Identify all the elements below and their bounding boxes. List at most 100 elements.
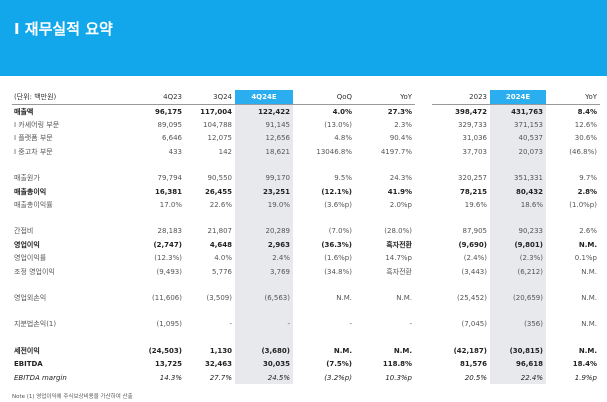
- data-row: 지분법손익(1) (1,095) - - - - (7,045) (356) N.M.: [12, 317, 600, 332]
- value-cell: (9,690): [458, 240, 487, 249]
- spacer-cell: [293, 278, 355, 291]
- spacer-cell: [185, 278, 235, 291]
- value-cell: 16,381: [154, 187, 182, 196]
- spacer-cell: [185, 159, 235, 172]
- row-label: 영업이익: [14, 240, 40, 249]
- value-cell: 2.6%: [579, 227, 597, 236]
- value-cell: 4.0%: [214, 254, 232, 263]
- value-cell: 20,073: [490, 145, 546, 159]
- spacer-cell: [546, 331, 600, 344]
- value-cell: 14.3%: [159, 373, 182, 382]
- data-row: 매출총이익률 17.0% 22.6% 19.0% (3.6%p) 2.0%p 19.6% 18…: [12, 198, 600, 212]
- row-label: 매출원가: [14, 174, 40, 183]
- spacer-cell: [235, 278, 293, 292]
- value-cell: 433: [168, 147, 182, 156]
- value-cell: 12.6%: [574, 121, 597, 130]
- value-cell: N.M.: [581, 267, 597, 276]
- value-cell: 142: [218, 147, 232, 156]
- spacer-cell: [132, 278, 185, 291]
- value-cell: 89,095: [157, 121, 183, 130]
- column-gap: [415, 212, 432, 225]
- spacer-cell: [12, 278, 132, 291]
- spacer-cell: [185, 212, 235, 225]
- value-cell: 81,576: [459, 360, 487, 369]
- value-cell: 118.8%: [382, 360, 412, 369]
- value-cell: 흑자전환: [386, 240, 412, 249]
- spacer-cell: [12, 331, 132, 344]
- column-gap: [415, 238, 432, 251]
- value-cell: (7,045): [461, 320, 487, 329]
- page-title: I 재무실적 요약: [14, 20, 113, 38]
- column-gap: [415, 105, 432, 119]
- value-cell: 40,537: [490, 131, 546, 146]
- column-gap: [415, 305, 432, 318]
- value-cell: 320,257: [458, 174, 487, 183]
- data-row: I 카셰어링 부문 89,095 104,788 91,145 (13.0%) 2.3% 3…: [12, 118, 600, 132]
- value-cell: (2.4%): [463, 254, 487, 263]
- value-cell: 99,170: [235, 171, 293, 185]
- column-gap: [415, 371, 432, 384]
- data-row: 조정 영업이익 (9,493) 5,776 3,769 (34.8%) 흑자전환 (3,44…: [12, 264, 600, 279]
- spacer-cell: [132, 212, 185, 225]
- spacer-cell: [546, 212, 600, 225]
- spacer-cell: [355, 278, 415, 291]
- spacer-cell: [432, 278, 490, 291]
- value-cell: 32,463: [204, 360, 232, 369]
- value-cell: 117,004: [200, 107, 232, 116]
- row-label: 세전이익: [14, 346, 40, 355]
- value-cell: 10.3%p: [385, 373, 412, 382]
- value-cell: 91,145: [235, 118, 293, 132]
- value-cell: N.M.: [581, 320, 597, 329]
- spacer-cell: [355, 305, 415, 318]
- financial-table: (단위: 백만원) 4Q23 3Q24 4Q24E QoQ YoY 2023 2024E YoY…: [12, 90, 600, 385]
- value-cell: (6,212): [490, 264, 546, 279]
- value-cell: 17.0%: [159, 201, 182, 210]
- value-cell: (30,815): [490, 344, 546, 358]
- value-cell: 19.6%: [464, 201, 487, 210]
- value-cell: 2.3%: [394, 121, 412, 130]
- table-section: 세전이익 (24,503) 1,130 (3,680) N.M. N.M. (42,187)…: [12, 331, 600, 385]
- value-cell: 371,153: [490, 118, 546, 132]
- value-cell: -: [229, 320, 232, 329]
- column-gap: [415, 318, 432, 331]
- value-cell: 24.3%: [389, 174, 412, 183]
- spacer-cell: [490, 211, 546, 225]
- spacer-cell: [432, 212, 490, 225]
- spacer-row: [12, 211, 600, 225]
- value-cell: 22.4%: [490, 370, 546, 385]
- row-label: 매출액: [14, 107, 34, 116]
- value-cell: (3.6%p): [324, 201, 352, 210]
- spacer-cell: [132, 159, 185, 172]
- data-row: 매출액 96,175 117,004 122,422 4.0% 27.3% 398,472 4…: [12, 104, 600, 119]
- spacer-cell: [235, 158, 293, 172]
- table-section: 매출액 96,175 117,004 122,422 4.0% 27.3% 398,472 4…: [12, 104, 600, 159]
- value-cell: 351,331: [490, 171, 546, 185]
- value-cell: 96,175: [154, 107, 182, 116]
- value-cell: 24.5%: [235, 370, 293, 385]
- table-section: 영업외손익 (11,606) (3,509) (6,563) N.M. N.M. (25,4…: [12, 278, 600, 305]
- spacer-cell: [490, 278, 546, 292]
- value-cell: (3,443): [461, 267, 487, 276]
- spacer-row: [12, 158, 600, 172]
- data-row: I 플랫폼 부문 6,646 12,075 12,656 4.8% 90.4% 31,036…: [12, 131, 600, 146]
- row-label: 간접비: [14, 227, 34, 236]
- value-cell: 90,550: [207, 174, 233, 183]
- column-header: 4Q23: [132, 90, 185, 105]
- value-cell: N.M.: [396, 293, 412, 302]
- value-cell: 122,422: [235, 104, 293, 119]
- column-gap: [415, 132, 432, 145]
- spacer-cell: [432, 331, 490, 344]
- value-cell: 329,733: [458, 121, 487, 130]
- column-header: 2024E: [490, 90, 546, 105]
- value-cell: (42,187): [453, 346, 487, 355]
- row-label: 조정 영업이익: [14, 267, 55, 276]
- value-cell: N.M.: [578, 346, 597, 355]
- column-gap: [415, 198, 432, 211]
- value-cell: 87,905: [462, 227, 488, 236]
- value-cell: 12,075: [207, 134, 233, 143]
- value-cell: 398,472: [455, 107, 487, 116]
- column-gap: [415, 331, 432, 344]
- value-cell: (12.1%): [321, 187, 352, 196]
- table-section: 매출원가 79,794 90,550 99,170 9.5% 24.3% 320,257 35…: [12, 158, 600, 212]
